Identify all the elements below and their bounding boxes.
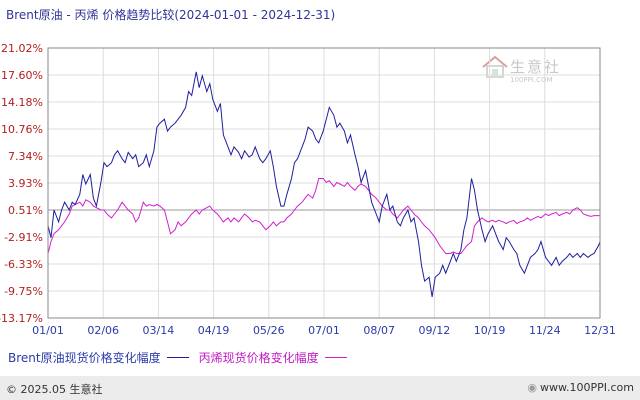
- x-tick-label: 04/19: [198, 324, 230, 337]
- y-tick-label: 14.18%: [1, 96, 43, 109]
- copyright-text: © 2025.05 生意社: [6, 383, 103, 396]
- y-tick-label: 3.93%: [8, 177, 43, 190]
- watermark: 生意社 100PPI.COM: [480, 54, 580, 94]
- y-tick-label: -9.75%: [4, 285, 43, 298]
- legend-item-propylene-label: 丙烯现货价格变化幅度: [198, 351, 319, 365]
- website-link[interactable]: ◉ www.100PPI.com: [527, 381, 634, 394]
- legend: Brent原油现货价格变化幅度 丙烯现货价格变化幅度: [8, 349, 357, 366]
- y-tick-label: 7.34%: [8, 150, 43, 163]
- x-tick-label: 09/12: [419, 324, 451, 337]
- y-tick-label: -6.33%: [4, 258, 43, 271]
- x-tick-label: 02/06: [87, 324, 119, 337]
- y-tick-label: -2.91%: [4, 231, 43, 244]
- y-tick-label: 10.76%: [1, 123, 43, 136]
- watermark-subtext: 100PPI.COM: [510, 76, 553, 84]
- footer-bar: © 2025.05 生意社 ◉ www.100PPI.com: [0, 376, 640, 400]
- series-line-propylene: [47, 178, 600, 254]
- x-tick-label: 03/14: [143, 324, 175, 337]
- y-axis-ticks: 21.02% 17.60% 14.18% 10.76% 7.34% 3.93% 0.51% -…: [0, 42, 43, 325]
- legend-item-brent-label: Brent原油现货价格变化幅度: [8, 351, 161, 365]
- legend-swatch-brent: [166, 357, 189, 358]
- x-axis-ticks: 01/01 02/06 03/14 04/19 05/26 07/01 08/07 09/12…: [32, 324, 616, 337]
- x-tick-label: 10/19: [474, 324, 506, 337]
- globe-icon: ◉: [527, 381, 538, 394]
- watermark-text: 生意社: [510, 58, 562, 76]
- x-tick-label: 11/24: [529, 324, 561, 337]
- x-tick-label: 08/07: [363, 324, 395, 337]
- x-tick-label: 07/01: [308, 324, 340, 337]
- series-line-brent: [47, 71, 601, 297]
- y-tick-label: -13.17%: [0, 312, 43, 325]
- plot-area-frame: [47, 47, 601, 319]
- x-tick-label: 12/31: [584, 324, 616, 337]
- x-tick-label: 05/26: [253, 324, 285, 337]
- series-lines: [47, 71, 601, 297]
- chart-title: Brent原油 - 丙烯 价格趋势比较(2024-01-01 - 2024-12…: [6, 8, 336, 22]
- watermark-house-icon: [482, 56, 508, 78]
- y-tick-label: 17.60%: [1, 69, 43, 82]
- grid-lines: [47, 47, 601, 319]
- website-link-text: www.100PPI.com: [540, 381, 634, 394]
- legend-swatch-propylene: [324, 357, 347, 358]
- y-tick-label: 21.02%: [1, 42, 43, 55]
- y-tick-label: 0.51%: [8, 204, 43, 217]
- x-tick-label: 01/01: [32, 324, 64, 337]
